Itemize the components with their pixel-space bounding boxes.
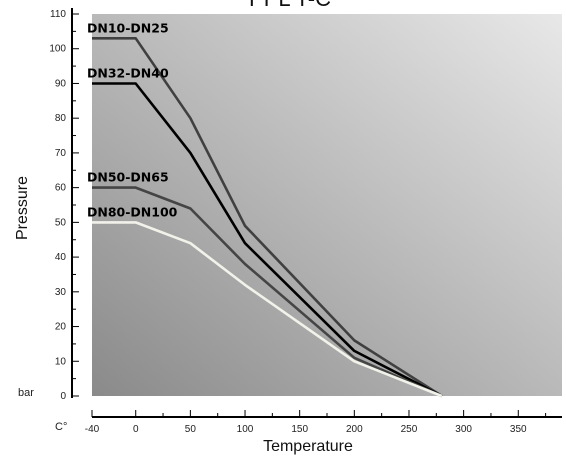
- series-line-dn50-dn65: [92, 186, 443, 398]
- x-axis: -40 0 50 100 150 200 250 300 350: [85, 410, 562, 435]
- x-tick-label: 50: [185, 424, 197, 435]
- series-label-dn80-dn100: DN80-DN100: [87, 204, 178, 219]
- y-tick-label: 60: [55, 183, 67, 194]
- y-tick-label: 100: [49, 44, 66, 55]
- y-tick-label: 110: [50, 9, 66, 20]
- page-title: PPL T-C: [249, 0, 331, 11]
- series-line-dn80-dn100: [92, 221, 443, 398]
- y-axis: 0 10 20 30 40 50 60 70 80 90 100 110: [49, 8, 79, 402]
- y-tick-label: 70: [55, 148, 67, 159]
- series-label-dn10-dn25: DN10-DN25: [87, 20, 169, 35]
- x-tick-label: 350: [510, 424, 527, 435]
- series-label-dn50-dn65: DN50-DN65: [87, 170, 169, 185]
- x-unit-label: C°: [55, 421, 67, 433]
- x-axis-title: Temperature: [263, 438, 353, 455]
- x-tick-label: 0: [133, 424, 139, 435]
- series-line-dn10-dn25: [92, 36, 443, 398]
- y-tick-label: 80: [55, 113, 67, 124]
- x-tick-label: 150: [291, 424, 308, 435]
- x-tick-label: 200: [346, 424, 363, 435]
- y-tick-label: 20: [55, 322, 67, 333]
- y-tick-label: 30: [55, 287, 67, 298]
- plot-background: [92, 14, 562, 396]
- y-tick-label: 0: [60, 391, 66, 402]
- x-tick-label: 100: [237, 424, 254, 435]
- y-unit-label: bar: [18, 387, 34, 399]
- x-tick-label: 300: [455, 424, 472, 435]
- x-tick-label: -40: [85, 424, 100, 435]
- series-label-dn32-dn40: DN32-DN40: [87, 65, 169, 80]
- y-tick-label: 10: [55, 356, 67, 367]
- x-tick-label: 250: [401, 424, 418, 435]
- series-lines: [92, 36, 443, 398]
- series-labels: DN10-DN25 DN32-DN40 DN50-DN65 DN80-DN100: [87, 20, 178, 219]
- y-tick-label: 90: [55, 78, 67, 89]
- y-tick-label: 50: [55, 217, 67, 228]
- y-tick-label: 40: [55, 252, 67, 263]
- series-line-dn32-dn40: [92, 82, 443, 398]
- y-axis-title: Pressure: [14, 176, 31, 240]
